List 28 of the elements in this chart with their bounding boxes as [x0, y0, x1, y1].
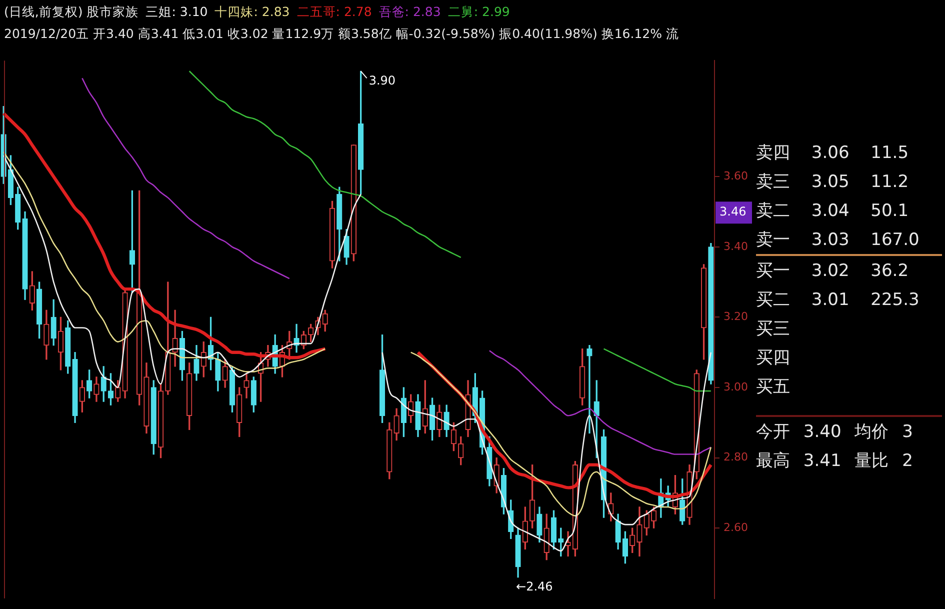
y-tick-label: 2.80 — [724, 450, 748, 464]
chart-subtitle: 2019/12/20五 开3.40 高3.41 低3.01 收3.02 量112.9万 额3.58亿 幅-0.32(-9.58%) 振0.40(11.98%) 换16.12% 流 — [4, 26, 679, 43]
y-tick-label: 3.60 — [724, 169, 748, 182]
text: 买二 3.01 225.3 — [756, 289, 920, 311]
text: 买一 3.02 36.2 — [756, 260, 909, 282]
text: 3.46 — [720, 204, 746, 219]
text: 卖二 3.04 50.1 — [756, 200, 909, 222]
text: 吾爸: 2.83 — [378, 4, 441, 19]
text: 卖一 3.03 167.0 — [756, 229, 920, 251]
text: 买四 — [756, 347, 790, 369]
candlestick — [586, 344, 592, 434]
y-tick-label: 3.20 — [724, 310, 748, 324]
text: 二五哥: 2.78 — [296, 4, 372, 19]
text: 二舅: 2.99 — [448, 4, 510, 19]
text: 买五 — [756, 376, 790, 398]
chart-title: (日线,前复权) 股市家族 — [4, 4, 139, 19]
y-tick-label: 3.00 — [724, 380, 748, 394]
annotation: ←2.46 — [516, 579, 553, 594]
text: 最高 3.41 量比 2 — [756, 450, 913, 472]
text: 今开 3.40 均价 3 — [756, 421, 913, 443]
text: 卖三 3.05 11.2 — [756, 171, 909, 193]
annotation: 3.90 — [368, 73, 396, 88]
text: 十四妹: 2.83 — [214, 4, 290, 19]
y-tick-label: 3.40 — [724, 240, 748, 253]
text: 买三 — [756, 318, 790, 340]
text: 卖四 3.06 11.5 — [756, 142, 909, 164]
text: 三姐: 3.10 — [146, 4, 208, 19]
y-tick-label: 2.60 — [724, 520, 748, 534]
